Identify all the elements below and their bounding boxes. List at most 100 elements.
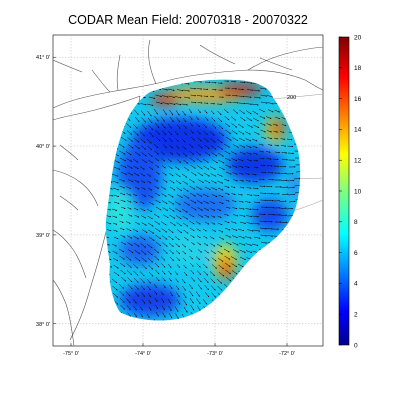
current-vector — [196, 200, 203, 204]
current-vector — [133, 277, 139, 283]
current-vector — [245, 243, 252, 246]
current-vector — [281, 124, 287, 127]
current-vector — [148, 124, 153, 131]
current-vector — [253, 159, 259, 162]
current-vector — [169, 249, 174, 254]
current-vector — [154, 122, 160, 128]
current-vector — [230, 186, 236, 189]
colorbar-tick-label: 10 — [354, 188, 362, 195]
current-vector — [120, 304, 125, 310]
current-vector — [252, 152, 258, 155]
current-vector — [119, 192, 126, 196]
current-vector — [190, 206, 197, 211]
current-vector — [176, 257, 180, 261]
current-vector — [189, 297, 194, 304]
current-vector — [119, 290, 125, 296]
current-vector — [162, 179, 168, 183]
current-vector — [182, 250, 187, 255]
current-vector — [258, 213, 266, 216]
current-vector — [204, 249, 209, 254]
current-vector — [274, 116, 281, 120]
current-vector — [148, 271, 154, 277]
current-vector — [120, 241, 127, 245]
current-vector — [139, 166, 145, 170]
current-vector — [139, 236, 146, 241]
current-vector — [197, 144, 203, 149]
current-vector — [127, 277, 133, 283]
current-vector — [183, 264, 187, 269]
current-vector — [148, 131, 154, 137]
current-vector — [259, 227, 267, 230]
current-vector — [195, 186, 202, 190]
current-vector — [245, 180, 251, 182]
current-vector — [132, 158, 139, 163]
colorbar-tick-label: 0 — [354, 342, 358, 349]
current-vector — [216, 243, 223, 248]
current-vector — [204, 214, 210, 218]
current-vector — [274, 109, 280, 113]
current-vector — [232, 242, 239, 246]
current-vector — [168, 207, 175, 212]
current-vector — [246, 89, 254, 91]
current-vector — [139, 131, 145, 137]
current-vector — [197, 137, 202, 142]
current-vector — [252, 222, 260, 225]
current-vector — [203, 235, 208, 239]
current-vector — [175, 243, 180, 248]
current-vector — [146, 138, 152, 144]
current-vector — [162, 284, 166, 289]
current-vector — [223, 143, 230, 148]
current-vector — [127, 207, 132, 210]
current-vector — [154, 290, 158, 295]
current-vector — [203, 207, 210, 211]
lat-tick-label: 38° 0' — [36, 322, 50, 328]
current-vector — [188, 108, 193, 114]
current-vector — [210, 278, 216, 284]
current-vector — [232, 207, 238, 210]
current-vector — [216, 208, 222, 211]
current-vector — [231, 228, 238, 231]
current-vector — [155, 94, 162, 98]
current-vector — [224, 157, 231, 161]
colorbar-tick-label: 16 — [354, 96, 362, 103]
current-vector — [168, 312, 173, 319]
current-vector — [210, 208, 216, 211]
current-vector — [225, 234, 232, 238]
current-vector — [197, 102, 203, 104]
current-vector — [147, 215, 153, 220]
current-vector — [203, 137, 209, 142]
current-vector — [154, 115, 159, 122]
current-vector — [113, 201, 120, 204]
current-vector — [147, 180, 152, 184]
current-vector — [154, 220, 161, 225]
current-vector — [141, 187, 146, 190]
current-vector — [140, 145, 146, 150]
current-vector — [168, 242, 174, 247]
current-vector — [118, 248, 125, 253]
current-vector — [183, 131, 187, 136]
current-vector — [232, 109, 238, 114]
current-vector — [167, 298, 172, 304]
current-vector — [153, 318, 158, 321]
current-vector — [125, 256, 132, 261]
current-vector — [253, 89, 261, 92]
current-vector — [211, 194, 218, 198]
current-vector — [148, 236, 155, 241]
current-vector — [175, 138, 179, 142]
current-vector — [162, 214, 169, 219]
current-vector — [196, 165, 203, 170]
current-vector — [112, 180, 119, 184]
current-vector — [147, 292, 152, 298]
current-vector — [238, 165, 244, 168]
current-vector — [188, 248, 193, 252]
current-vector — [267, 137, 273, 140]
current-vector — [120, 269, 126, 275]
current-vector — [176, 229, 183, 234]
current-vector — [286, 138, 293, 141]
current-vector — [154, 192, 160, 196]
current-vector — [161, 95, 169, 98]
current-vector — [202, 298, 208, 305]
current-vector — [119, 227, 125, 231]
current-vector — [181, 243, 186, 248]
current-vector — [126, 123, 132, 128]
